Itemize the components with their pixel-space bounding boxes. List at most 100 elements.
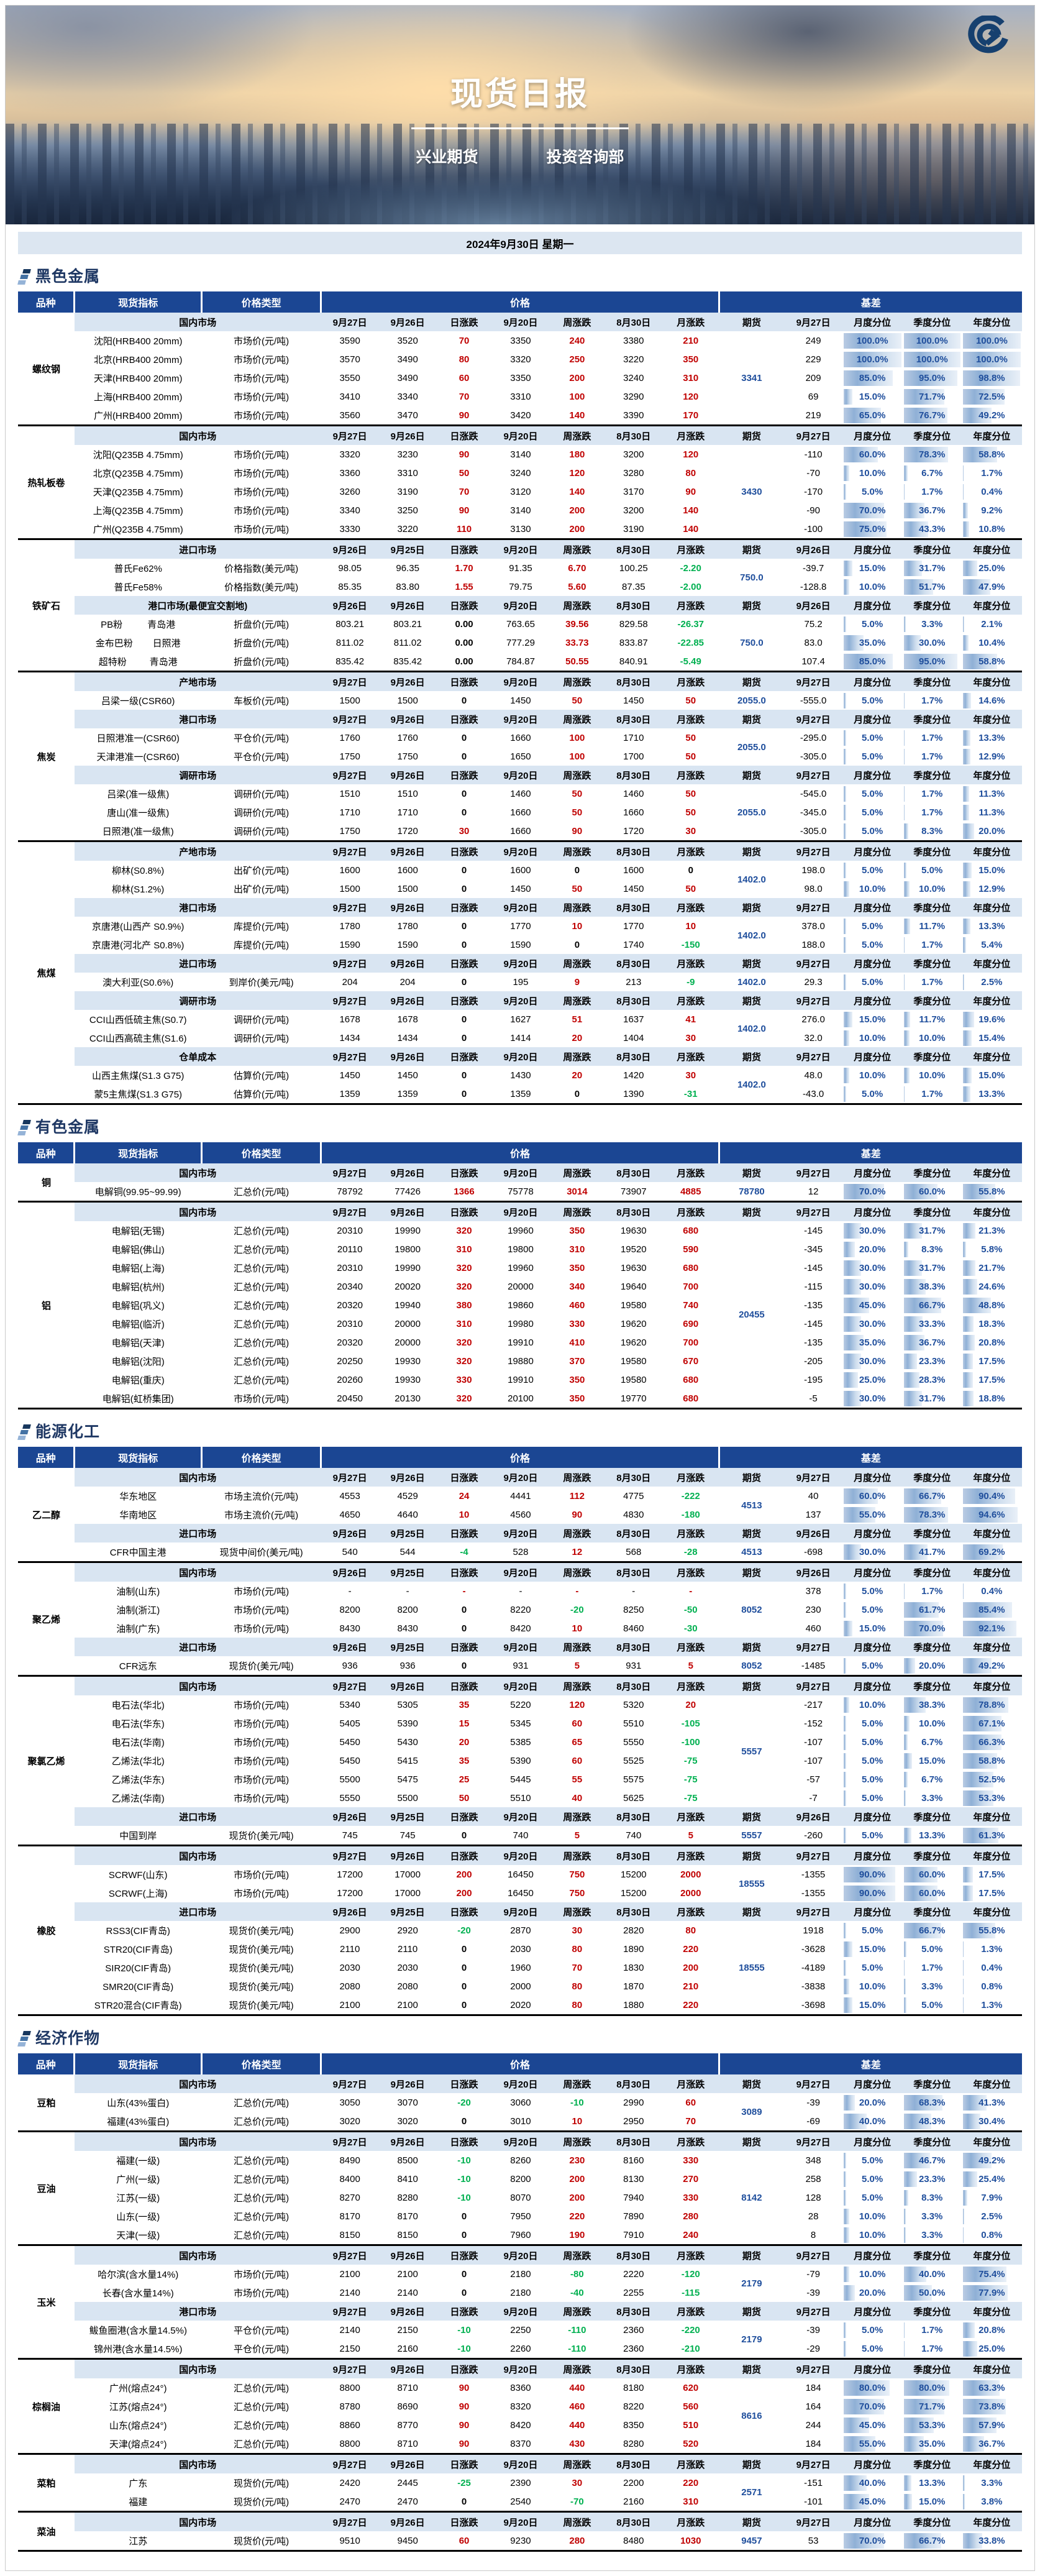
column-subheader-cell: 8月30日 bbox=[604, 1846, 662, 1866]
change-cell: 0.00 bbox=[437, 633, 492, 652]
column-subheader-cell: 9月26日 bbox=[321, 596, 379, 615]
change-cell: 280 bbox=[662, 2207, 719, 2225]
column-subheader-cell: 月涨跌 bbox=[662, 898, 719, 917]
percentile-bar: 21.7% bbox=[963, 1260, 1021, 1276]
percentile-bar: 68.3% bbox=[904, 2095, 960, 2111]
percentile-cell: 5.0% bbox=[842, 2188, 903, 2207]
change-cell: 112 bbox=[549, 1487, 604, 1505]
percentile-cell: 17.5% bbox=[962, 1865, 1022, 1884]
basis-cell: -1485 bbox=[785, 1656, 842, 1676]
percentile-cell: 5.0% bbox=[842, 1582, 903, 1600]
percentile-value: 15.0% bbox=[919, 1756, 946, 1766]
price-cell: 3350 bbox=[491, 369, 549, 387]
percentile-cell: 45.0% bbox=[842, 2492, 903, 2512]
price-cell: 3280 bbox=[604, 464, 662, 482]
futures-cell: 2055.0 bbox=[719, 728, 784, 766]
percentile-cell: 15.0% bbox=[842, 1940, 903, 1958]
price-cell: 8130 bbox=[604, 2170, 662, 2188]
percentile-value: 5.0% bbox=[862, 1718, 883, 1729]
column-subheader-cell: 9月20日 bbox=[491, 841, 549, 861]
indicator-cell: 天津(HRB400 20mm) bbox=[75, 369, 202, 387]
percentile-cell: 10.0% bbox=[842, 577, 903, 596]
percentile-bar: 58.8% bbox=[963, 447, 1021, 462]
percentile-bar-fill bbox=[844, 1960, 847, 1976]
column-subheader-cell: 8月30日 bbox=[604, 766, 662, 784]
column-subheader-cell: 年度分位 bbox=[962, 841, 1022, 861]
percentile-bar: 53.3% bbox=[904, 2418, 960, 2433]
price-cell: 8280 bbox=[379, 2188, 437, 2207]
percentile-value: 12.9% bbox=[978, 751, 1005, 762]
column-subheader-cell: 8月30日 bbox=[604, 1562, 662, 1582]
basis-cell: -1355 bbox=[785, 1865, 842, 1884]
change-cell: -2.00 bbox=[662, 577, 719, 596]
change-cell: 340 bbox=[549, 1277, 604, 1296]
percentile-value: 100.0% bbox=[857, 336, 888, 346]
percentile-bar: 5.0% bbox=[844, 2171, 901, 2187]
percentile-value: 85.4% bbox=[978, 1605, 1005, 1615]
price-cell: 19880 bbox=[491, 1352, 549, 1370]
percentile-bar: 20.0% bbox=[963, 823, 1021, 839]
column-subheader-cell: 期货 bbox=[719, 1047, 784, 1066]
column-subheader-cell: 季度分位 bbox=[903, 2302, 962, 2321]
percentile-bar: 25.0% bbox=[844, 1372, 901, 1388]
market-label-cell: 进口市场 bbox=[75, 1807, 321, 1826]
percentile-cell: 25.4% bbox=[962, 2170, 1022, 2188]
basis-cell: -345 bbox=[785, 1240, 842, 1258]
price-cell: 8180 bbox=[604, 2378, 662, 2397]
percentile-cell: 28.3% bbox=[903, 1370, 962, 1389]
column-subheader-cell: 月涨跌 bbox=[662, 1807, 719, 1826]
percentile-bar-fill bbox=[844, 2209, 849, 2224]
change-cell: 750 bbox=[549, 1865, 604, 1884]
change-cell: 90 bbox=[437, 2397, 492, 2416]
indicator-cell: 澳大利亚(S0.6%) bbox=[75, 973, 202, 991]
percentile-cell: 5.0% bbox=[842, 1751, 903, 1770]
percentile-bar-fill bbox=[963, 693, 972, 708]
column-subheader-cell: 8月30日 bbox=[604, 1047, 662, 1066]
price-cell: 20110 bbox=[321, 1240, 379, 1258]
futures-cell: 1402.0 bbox=[719, 861, 784, 898]
column-subheader-cell: 周涨跌 bbox=[549, 1676, 604, 1696]
change-cell: 3014 bbox=[549, 1182, 604, 1202]
basis-cell: -135 bbox=[785, 1333, 842, 1352]
percentile-bar-fill bbox=[844, 2190, 847, 2206]
price-cell: 8280 bbox=[604, 2434, 662, 2454]
percentile-cell: 58.8% bbox=[962, 1751, 1022, 1770]
indicator-cell: SCRWF(上海) bbox=[75, 1884, 202, 1902]
percentile-value: 0.4% bbox=[981, 487, 1002, 497]
change-cell: 0 bbox=[549, 861, 604, 879]
price-cell: 5450 bbox=[321, 1751, 379, 1770]
percentile-bar-fill bbox=[963, 730, 970, 746]
price-cell: 2030 bbox=[379, 1958, 437, 1977]
percentile-bar: 5.0% bbox=[844, 1716, 901, 1731]
price-cell: 1740 bbox=[604, 935, 662, 954]
percentile-bar: 43.3% bbox=[904, 521, 960, 537]
percentile-bar: 3.3% bbox=[904, 2227, 960, 2243]
basis-cell: 29.3 bbox=[785, 973, 842, 991]
market-label-cell: 进口市场 bbox=[75, 1638, 321, 1656]
percentile-bar: 30.0% bbox=[844, 1354, 901, 1369]
percentile-bar-fill bbox=[844, 823, 847, 839]
column-subheader-cell: 月涨跌 bbox=[662, 2512, 719, 2532]
futures-cell: 9457 bbox=[719, 2531, 784, 2551]
basis-cell: -698 bbox=[785, 1542, 842, 1562]
percentile-bar: 30.0% bbox=[844, 1279, 901, 1295]
percentile-value: 5.0% bbox=[862, 1925, 883, 1936]
percentile-bar: 1.3% bbox=[963, 1941, 1021, 1957]
percentile-value: 1.7% bbox=[921, 751, 942, 762]
variety-cell: 乙二醇 bbox=[18, 1468, 75, 1562]
price-cell: 777.29 bbox=[491, 633, 549, 652]
price-cell: 1404 bbox=[604, 1029, 662, 1047]
column-subheader-cell: 期货 bbox=[719, 2074, 784, 2093]
percentile-cell: 5.0% bbox=[842, 1084, 903, 1104]
percentile-cell: 94.6% bbox=[962, 1505, 1022, 1524]
column-subheader-cell: 月涨跌 bbox=[662, 1902, 719, 1921]
percentile-cell: 67.1% bbox=[962, 1714, 1022, 1733]
